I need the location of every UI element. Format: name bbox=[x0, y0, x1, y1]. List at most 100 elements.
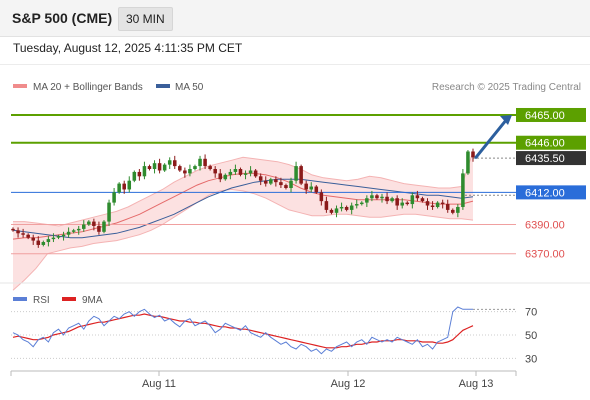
candle-body bbox=[415, 195, 420, 199]
candle-body bbox=[400, 202, 404, 206]
candle-body bbox=[289, 180, 293, 188]
candle-body bbox=[279, 182, 283, 186]
research-credit: Research © 2025 Trading Central bbox=[432, 82, 581, 93]
timeframe-button[interactable]: 30 MIN bbox=[118, 7, 173, 31]
candle bbox=[339, 202, 344, 212]
candle bbox=[36, 236, 41, 248]
candle-body bbox=[46, 239, 51, 243]
candle bbox=[147, 164, 152, 171]
candle-body bbox=[390, 198, 394, 202]
rsi-tick-70: 70 bbox=[525, 307, 537, 319]
ma9-legend-label: 9MA bbox=[82, 295, 103, 306]
candle-body bbox=[56, 236, 61, 238]
candle-body bbox=[445, 204, 450, 210]
candle-body bbox=[284, 185, 288, 188]
candle-body bbox=[36, 240, 41, 245]
bollinger-bands bbox=[12, 151, 474, 291]
ma50-legend-swatch bbox=[156, 84, 170, 88]
candle bbox=[375, 193, 379, 200]
candle bbox=[269, 177, 273, 186]
candle-body bbox=[208, 166, 212, 170]
candle-body bbox=[420, 198, 425, 202]
candle-body bbox=[122, 183, 126, 190]
candle-body bbox=[405, 202, 410, 205]
candle-body bbox=[147, 166, 152, 170]
candle bbox=[248, 166, 253, 177]
ma9-legend-swatch bbox=[62, 297, 76, 301]
candle-body bbox=[11, 228, 15, 231]
candle bbox=[107, 199, 111, 226]
candle-body bbox=[41, 242, 46, 245]
candle bbox=[314, 185, 319, 194]
candle bbox=[157, 158, 162, 174]
candle-body bbox=[172, 160, 177, 167]
candle-body bbox=[410, 195, 415, 205]
candle-body bbox=[365, 198, 369, 203]
candle bbox=[420, 196, 425, 203]
candle bbox=[445, 199, 450, 213]
rsi-tick-30: 30 bbox=[525, 353, 537, 365]
candle bbox=[405, 201, 410, 206]
candle-body bbox=[248, 170, 253, 174]
candle bbox=[188, 164, 192, 177]
candle-body bbox=[354, 204, 359, 206]
candle bbox=[102, 220, 106, 234]
candle-body bbox=[243, 173, 248, 175]
candle bbox=[11, 227, 15, 232]
ma50-legend-label: MA 50 bbox=[175, 82, 204, 93]
price-levels: 6465.00 6446.00 6435.50 6412.00 6390.00 6370.… bbox=[11, 107, 586, 261]
candle-body bbox=[370, 195, 374, 199]
candle-body bbox=[203, 158, 207, 167]
candle bbox=[117, 182, 121, 194]
candle bbox=[258, 173, 263, 186]
forecast-arrow bbox=[474, 114, 512, 159]
candle-body bbox=[87, 221, 91, 225]
candle-body bbox=[319, 192, 324, 202]
candle bbox=[92, 218, 96, 231]
candle bbox=[152, 160, 157, 174]
level-6370-00-label: 6370.00 bbox=[525, 249, 565, 261]
candle bbox=[385, 192, 389, 205]
candle-body bbox=[198, 158, 202, 167]
candle-body bbox=[188, 169, 192, 174]
candle-body bbox=[451, 209, 455, 213]
candle-body bbox=[107, 202, 111, 222]
candle bbox=[289, 177, 293, 193]
candle bbox=[324, 196, 329, 213]
candle-body bbox=[137, 171, 142, 177]
datetime-label: Tuesday, August 12, 2025 4:11:35 PM CET bbox=[13, 41, 243, 55]
rsi-line bbox=[12, 306, 473, 355]
candle bbox=[87, 220, 91, 226]
candle bbox=[167, 157, 172, 170]
level-6435-50-label: 6435.50 bbox=[525, 153, 565, 165]
candle-body bbox=[380, 196, 384, 199]
candle-body bbox=[461, 173, 465, 207]
candle bbox=[61, 231, 66, 241]
candle bbox=[198, 155, 202, 171]
candle bbox=[344, 205, 349, 212]
candle bbox=[304, 180, 308, 194]
candle bbox=[172, 155, 177, 170]
candle bbox=[440, 199, 445, 209]
candle bbox=[456, 204, 460, 218]
candle-body bbox=[334, 208, 339, 213]
candle bbox=[425, 198, 430, 210]
candle-body bbox=[31, 237, 35, 241]
candle-body bbox=[238, 169, 243, 175]
candle bbox=[410, 192, 415, 209]
ma9-line bbox=[12, 313, 474, 349]
candle-body bbox=[127, 180, 132, 190]
candle bbox=[354, 199, 359, 209]
candle bbox=[21, 228, 25, 238]
candle bbox=[243, 170, 248, 180]
candle-body bbox=[456, 206, 460, 213]
candle bbox=[263, 176, 268, 187]
candle-body bbox=[193, 166, 197, 170]
header-divider bbox=[0, 64, 590, 65]
candle bbox=[66, 227, 71, 238]
candle-body bbox=[167, 160, 172, 165]
candle-body bbox=[466, 151, 470, 174]
candle bbox=[360, 201, 364, 206]
candle-body bbox=[440, 202, 445, 205]
candle-body bbox=[269, 179, 273, 184]
